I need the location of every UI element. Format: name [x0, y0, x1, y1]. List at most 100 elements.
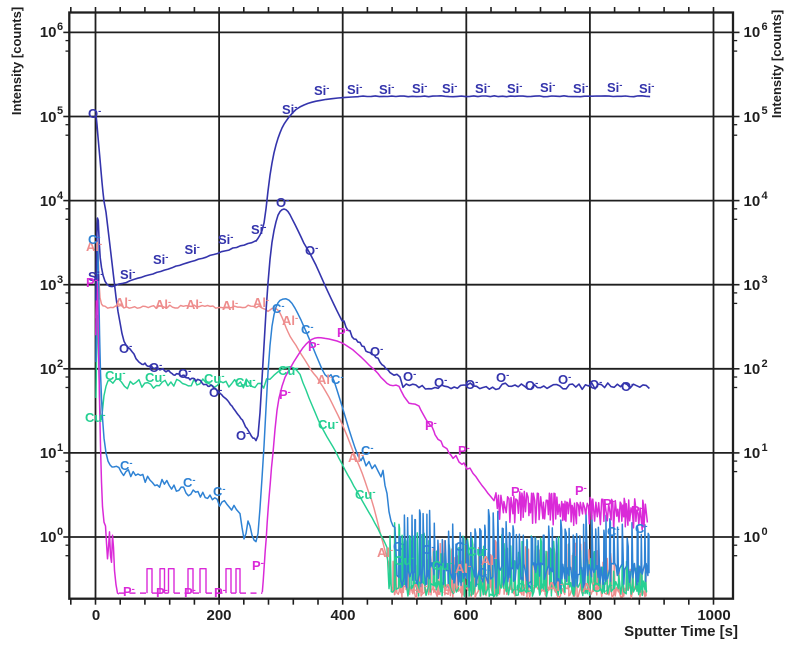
svg-text:5: 5	[762, 105, 768, 117]
svg-text:10: 10	[744, 24, 761, 41]
svg-text:Cu-: Cu-	[204, 371, 225, 386]
svg-text:Si-: Si-	[412, 81, 427, 96]
svg-text:P-: P-	[425, 418, 437, 433]
svg-text:10: 10	[744, 109, 761, 126]
svg-text:O-: O-	[465, 377, 478, 392]
svg-text:Si-: Si-	[347, 82, 362, 97]
svg-text:2: 2	[57, 358, 63, 370]
svg-text:P-: P-	[458, 443, 470, 458]
svg-text:Al-: Al-	[253, 295, 269, 310]
svg-text:3: 3	[762, 274, 768, 286]
svg-text:O-: O-	[305, 243, 318, 258]
svg-text:O-: O-	[589, 377, 602, 392]
svg-text:200: 200	[206, 607, 231, 624]
svg-text:O-: O-	[558, 372, 571, 387]
svg-text:Si-: Si-	[88, 269, 103, 284]
svg-text:O-: O-	[496, 370, 509, 385]
svg-text:Al-: Al-	[115, 295, 131, 310]
svg-text:Si-: Si-	[379, 82, 394, 97]
svg-text:Cu-: Cu-	[355, 487, 376, 502]
svg-text:Si-: Si-	[282, 102, 297, 117]
svg-text:P-: P-	[86, 275, 98, 290]
svg-text:10: 10	[40, 361, 57, 378]
svg-text:Cu-: Cu-	[592, 580, 613, 595]
svg-text:10: 10	[40, 24, 57, 41]
svg-text:Cu-: Cu-	[85, 410, 106, 425]
svg-text:1000: 1000	[697, 607, 730, 624]
svg-text:Al-: Al-	[155, 297, 171, 312]
svg-text:Cu-: Cu-	[145, 370, 166, 385]
svg-text:2: 2	[762, 358, 768, 370]
svg-text:P-: P-	[184, 585, 196, 600]
svg-text:1: 1	[57, 442, 63, 454]
svg-text:Si-: Si-	[507, 81, 522, 96]
svg-text:Al-: Al-	[547, 579, 563, 594]
svg-text:P-: P-	[214, 585, 226, 600]
svg-text:Al-: Al-	[443, 581, 459, 596]
svg-text:1: 1	[762, 442, 768, 454]
svg-text:Si-: Si-	[607, 80, 622, 95]
svg-text:P-: P-	[575, 483, 587, 498]
svg-text:Al-: Al-	[455, 561, 471, 576]
svg-text:3: 3	[57, 274, 63, 286]
svg-text:O-: O-	[209, 385, 222, 400]
svg-text:Al-: Al-	[317, 372, 333, 387]
svg-text:Cu-: Cu-	[278, 363, 299, 378]
svg-text:Cu-: Cu-	[235, 375, 256, 390]
svg-text:Si-: Si-	[251, 222, 266, 237]
svg-text:Al-: Al-	[186, 297, 202, 312]
svg-text:Cu-: Cu-	[318, 417, 339, 432]
svg-text:Cu-: Cu-	[105, 368, 126, 383]
svg-text:Si-: Si-	[153, 252, 168, 267]
svg-text:O-: O-	[370, 344, 383, 359]
svg-text:Si-: Si-	[120, 267, 135, 282]
svg-text:10: 10	[40, 445, 57, 462]
svg-text:0: 0	[57, 526, 63, 538]
svg-text:10: 10	[40, 529, 57, 546]
svg-text:6: 6	[57, 21, 63, 33]
svg-text:O-: O-	[88, 106, 101, 121]
svg-text:Si-: Si-	[442, 81, 457, 96]
svg-text:Cu-: Cu-	[394, 553, 415, 568]
svg-text:P-: P-	[156, 585, 168, 600]
svg-text:Cu-: Cu-	[467, 544, 488, 559]
svg-text:Al-: Al-	[348, 450, 364, 465]
svg-text:P-: P-	[511, 484, 523, 499]
svg-text:O-: O-	[525, 378, 538, 393]
svg-text:800: 800	[577, 607, 602, 624]
svg-text:Al-: Al-	[481, 553, 497, 568]
svg-text:10: 10	[40, 193, 57, 210]
svg-text:P-: P-	[631, 503, 643, 518]
svg-text:0: 0	[762, 526, 768, 538]
svg-text:Al-: Al-	[222, 298, 238, 313]
svg-text:O-: O-	[149, 360, 162, 375]
svg-text:600: 600	[453, 607, 478, 624]
svg-text:O-: O-	[178, 366, 191, 381]
svg-text:O-: O-	[119, 341, 132, 356]
svg-text:P-: P-	[252, 558, 264, 573]
svg-text:Intensity [counts]: Intensity [counts]	[9, 7, 24, 115]
svg-text:P-: P-	[337, 325, 349, 340]
svg-text:5: 5	[57, 105, 63, 117]
svg-text:10: 10	[40, 277, 57, 294]
svg-text:4: 4	[57, 190, 64, 202]
svg-text:Intensity [counts]: Intensity [counts]	[769, 10, 784, 118]
svg-text:O-: O-	[621, 379, 634, 394]
svg-text:400: 400	[330, 607, 355, 624]
svg-text:Si-: Si-	[475, 81, 490, 96]
svg-text:10: 10	[744, 361, 761, 378]
svg-text:Cu-: Cu-	[432, 558, 453, 573]
svg-text:10: 10	[744, 529, 761, 546]
svg-text:6: 6	[762, 21, 768, 33]
svg-text:Si-: Si-	[218, 232, 233, 247]
svg-text:Cu-: Cu-	[516, 580, 537, 595]
svg-text:Si-: Si-	[639, 81, 654, 96]
svg-text:O-: O-	[236, 428, 249, 443]
svg-text:P-: P-	[308, 339, 320, 354]
svg-text:P-: P-	[123, 584, 135, 599]
svg-text:10: 10	[744, 193, 761, 210]
svg-text:10: 10	[40, 109, 57, 126]
svg-text:10: 10	[744, 445, 761, 462]
svg-text:Al-: Al-	[377, 545, 393, 560]
svg-text:Al-: Al-	[411, 581, 427, 596]
